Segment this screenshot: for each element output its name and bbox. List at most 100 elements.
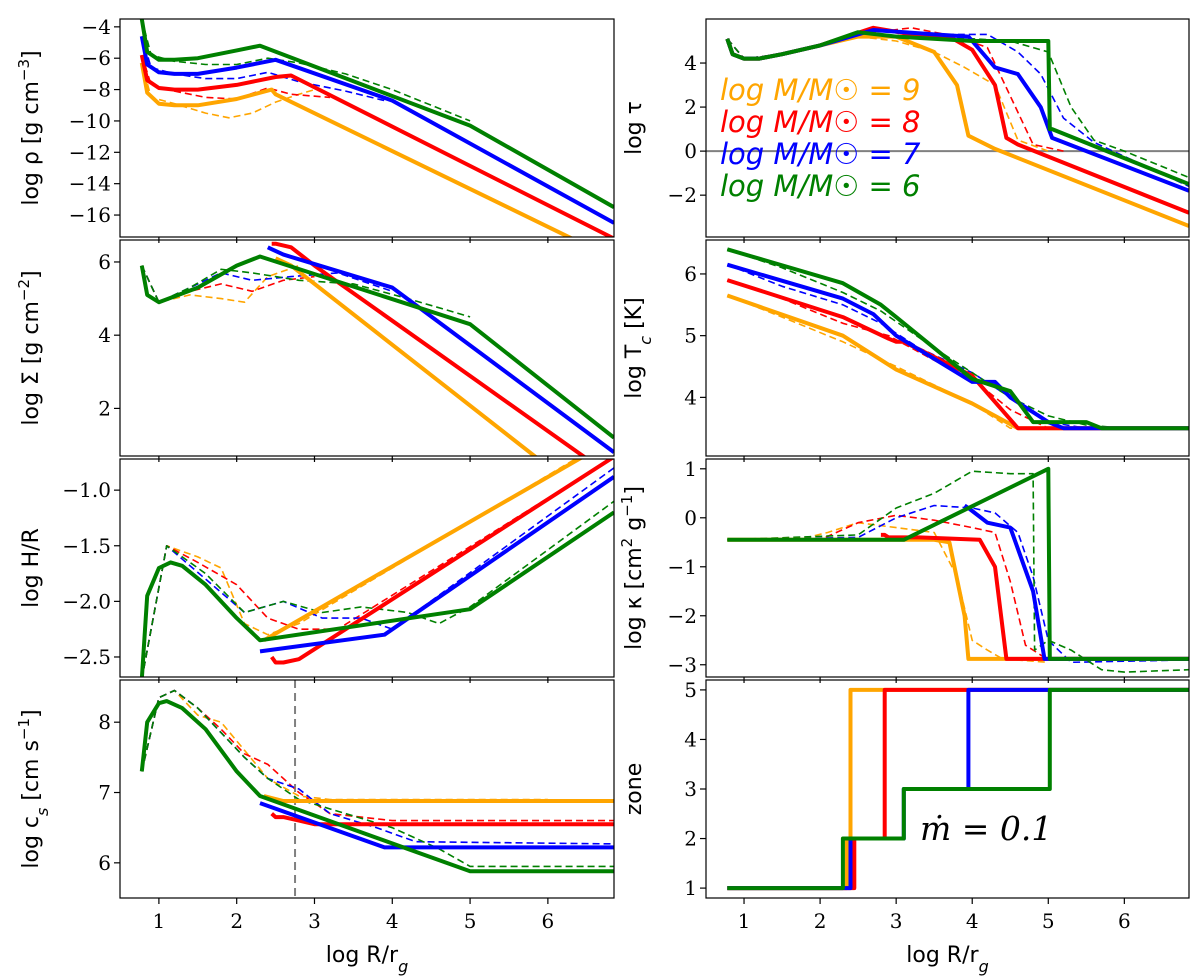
series-sigma-m8-dashed [141, 265, 315, 303]
series-h-m6-dashed [141, 500, 614, 677]
y-axis-label: log Σ [g cm−2] [15, 270, 44, 425]
y-tick-label: 2 [684, 95, 697, 119]
y-axis-label: zone [622, 763, 647, 816]
y-tick-label: 8 [98, 710, 111, 734]
series-tc-m8-solid [726, 278, 1189, 431]
y-tick-label: 1 [684, 876, 697, 900]
y-tick-label: 5 [684, 324, 697, 348]
y-tick-label: −4 [82, 15, 111, 39]
panel-zone: 1 2 3 4 5 6 5 4 3 2 1 zone log R/rg ṁ = 0.1 [622, 678, 1190, 976]
x-tick-label: 1 [153, 909, 166, 933]
annotation-mdot: ṁ = 0.1 [920, 809, 1052, 848]
series-rho-m6-dashed [141, 19, 471, 122]
x-axis-label: log R/rg [906, 943, 988, 976]
panel-frame [119, 679, 615, 899]
series-kappa-m8-dashed [727, 514, 1049, 661]
series-kappa-m7-dashed [727, 504, 1189, 664]
y-axis-label: log τ [622, 101, 647, 155]
series-sigma-m9-dashed [141, 264, 300, 303]
series-zone-m6-solid [727, 687, 1189, 891]
y-tick-label: −12 [69, 140, 111, 164]
y-axis-label: log ρ [g cm−3] [15, 50, 44, 205]
y-tick-label: −16 [69, 203, 111, 227]
series-cs-m7-solid [259, 801, 614, 850]
series-h-m9-solid [262, 459, 584, 643]
series-kappa-m6-solid [727, 466, 1189, 661]
y-tick-label: −2.5 [62, 645, 111, 669]
panel-sigma: 6 4 2 log Σ [g cm−2] [15, 239, 615, 462]
series-sigma-m6-solid [139, 254, 614, 440]
series-h-m6-solid [139, 510, 614, 677]
y-axis-label: log H/R [19, 528, 44, 608]
y-tick-label: −2.0 [62, 589, 111, 613]
y-tick-label: 4 [98, 323, 111, 347]
y-tick-label: −6 [82, 46, 111, 70]
y-tick-label: −2 [668, 604, 697, 628]
x-tick-label: 4 [966, 909, 979, 933]
y-tick-label: 2 [684, 827, 697, 851]
panel-rho: −4 −6 −8 −10 −12 −14 −16 log ρ [g cm−3] [15, 15, 615, 243]
y-tick-label: −1 [668, 555, 697, 579]
series-sigma-m8-solid [271, 241, 587, 456]
series-cs-m8-solid [270, 812, 614, 827]
y-tick-label: 4 [684, 385, 697, 409]
panel-frame [119, 18, 615, 238]
series-rho-m9-dashed [141, 62, 315, 119]
x-tick-label: 3 [308, 909, 321, 933]
legend-entry-m6: log M/M☉ = 6 [720, 169, 920, 203]
y-tick-label: −1.5 [62, 534, 111, 558]
series-kappa-m7-solid [963, 503, 1189, 661]
y-tick-label: 0 [684, 506, 697, 530]
series-tc-m6-dashed [727, 248, 1189, 429]
y-tick-label: −10 [69, 109, 111, 133]
series-sigma-m6-dashed [141, 265, 471, 318]
series-rho-m9-solid [139, 62, 574, 237]
y-tick-label: 6 [684, 262, 697, 286]
series-rho-m8-solid [139, 54, 614, 237]
legend-entry-m7: log M/M☉ = 7 [720, 137, 921, 171]
series-h-m8-solid [270, 459, 614, 665]
y-tick-label: 0 [684, 139, 697, 163]
series-tc-m7-solid [726, 262, 1189, 431]
y-tick-label: 4 [684, 727, 697, 751]
x-tick-label: 4 [386, 909, 399, 933]
x-tick-label: 1 [738, 909, 751, 933]
series-h-m8-dashed [141, 459, 612, 677]
series-sigma-m7-solid [266, 245, 614, 454]
y-tick-label: 7 [98, 781, 111, 805]
series-cs-m6-solid [139, 699, 614, 874]
x-tick-label: 2 [230, 909, 243, 933]
series-tau-m8-dashed [726, 27, 1064, 152]
y-tick-label: 4 [684, 51, 697, 75]
panel-frame [705, 239, 1190, 457]
panel-tc: 6 5 4 log Tc [K] [622, 239, 1190, 462]
y-tick-label: −1.0 [62, 478, 111, 502]
x-tick-label: 3 [890, 909, 903, 933]
series-kappa-m9-solid [727, 537, 1189, 661]
series-tc-m7-dashed [727, 263, 1189, 429]
y-tick-label: 2 [98, 396, 111, 420]
panel-frame [705, 458, 1190, 678]
y-tick-label: 6 [98, 250, 111, 274]
y-tick-label: −8 [82, 78, 111, 102]
series-kappa-m8-solid [880, 532, 1189, 661]
x-tick-label: 5 [464, 909, 477, 933]
y-tick-label: −3 [668, 653, 697, 677]
series-h-m7-solid [259, 475, 614, 654]
series-kappa-m6-dashed [727, 470, 1189, 673]
y-tick-label: 1 [684, 457, 697, 481]
panel-frame [119, 458, 615, 678]
series-rho-m7-dashed [141, 36, 385, 102]
panel-frame [705, 18, 1190, 238]
x-tick-label: 6 [542, 909, 555, 933]
series-tc-m9-dashed [727, 294, 1189, 429]
x-tick-label: 2 [814, 909, 827, 933]
series-cs-m9-dashed [141, 689, 548, 801]
series-kappa-m9-dashed [727, 521, 1049, 664]
y-tick-label: −14 [69, 172, 111, 196]
series-tau-m6-solid [725, 30, 1189, 187]
series-sigma-m9-solid [274, 256, 538, 456]
y-axis-label: log Tc [K] [622, 297, 655, 398]
